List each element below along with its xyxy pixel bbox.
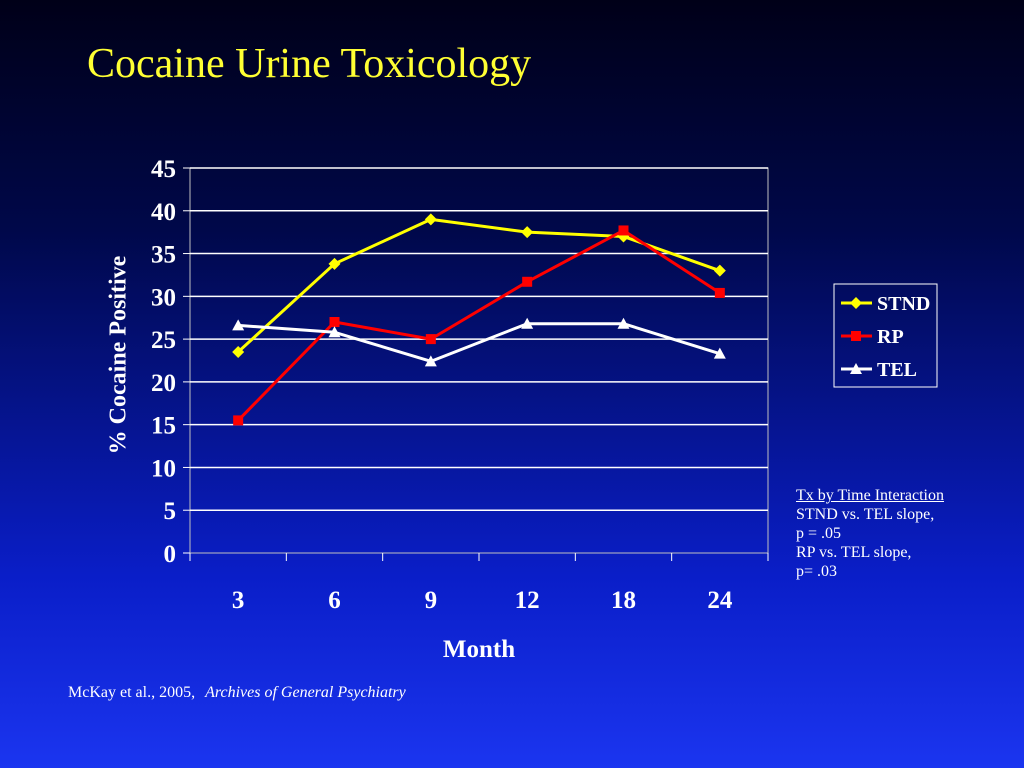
note-line-4: RP vs. TEL slope,: [796, 544, 912, 561]
y-tick-label: 0: [164, 541, 177, 568]
series-line-tel: [238, 322, 721, 363]
note-line-5: p= .03: [796, 563, 838, 580]
x-tick-label: 3: [232, 587, 245, 614]
y-tick-label: 25: [151, 327, 176, 354]
legend-box: [833, 283, 938, 388]
x-tick-label: 24: [707, 587, 733, 614]
data-point-rp: [329, 317, 340, 327]
y-axis-label: % Cocaine Positive: [105, 255, 132, 455]
data-point-tel: [232, 319, 245, 331]
data-point-tel: [521, 317, 534, 329]
data-point-stnd: [328, 257, 341, 270]
y-tick-label: 45: [151, 156, 176, 183]
data-point-stnd: [713, 264, 726, 277]
series-layer: [232, 213, 726, 426]
data-point-rp: [618, 225, 629, 236]
x-tick-label: 9: [425, 587, 438, 614]
data-point-tel: [617, 317, 630, 329]
x-tick-label: 6: [328, 587, 341, 614]
legend-label-tel: TEL: [877, 359, 917, 381]
note-line-3: p = .05: [796, 525, 842, 542]
axis-layer: 0 5 10 15 20 25 30 35 40 45 3 6 9 12 18 24 Month: [151, 156, 769, 663]
citation-journal: Archives of General Psychiatry: [205, 684, 406, 701]
data-point-tel: [424, 355, 437, 367]
data-point-tel: [328, 326, 341, 338]
legend: STND RP TEL: [833, 283, 938, 388]
citation-authors: McKay et al., 2005,: [68, 684, 196, 701]
legend-marker-rp: [851, 331, 861, 341]
legend-marker-stnd: [850, 297, 862, 309]
y-tick-label: 15: [151, 413, 176, 440]
note-line-2: STND vs. TEL slope,: [796, 506, 935, 523]
x-tick-label: 18: [611, 587, 636, 614]
interaction-note: Tx by Time Interaction STND vs. TEL slop…: [796, 486, 944, 581]
data-point-rp: [233, 415, 244, 426]
legend-label-stnd: STND: [877, 293, 930, 315]
y-tick-label: 30: [151, 284, 176, 311]
y-tick-label: 20: [151, 370, 176, 397]
legend-label-rp: RP: [877, 326, 904, 348]
data-point-stnd: [521, 226, 534, 239]
citation: McKay et al., 2005, Archives of General …: [68, 684, 406, 702]
data-point-tel: [713, 347, 726, 359]
y-tick-label: 5: [164, 498, 177, 525]
data-point-rp: [425, 334, 436, 345]
data-point-stnd: [232, 345, 245, 358]
data-point-rp: [522, 276, 533, 287]
note-line-1: Tx by Time Interaction: [796, 487, 944, 504]
data-point-stnd: [424, 213, 437, 226]
y-tick-label: 10: [151, 455, 176, 482]
series-line-rp: [237, 228, 721, 422]
y-tick-label: 40: [151, 199, 176, 226]
x-axis-label: Month: [443, 636, 515, 663]
legend-marker-tel: [850, 363, 862, 374]
x-tick-label: 12: [515, 587, 540, 614]
data-point-rp: [714, 287, 725, 298]
y-tick-label: 35: [151, 242, 176, 269]
slide-title: Cocaine Urine Toxicology: [87, 41, 532, 87]
